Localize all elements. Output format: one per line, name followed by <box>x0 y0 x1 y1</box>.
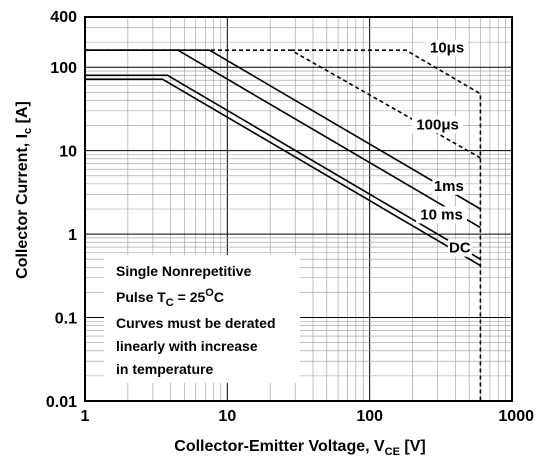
x-tick-label: 100 <box>356 408 383 425</box>
x-axis-label-sub: CE <box>385 446 400 458</box>
y-tick-label: 100 <box>50 60 77 77</box>
x-tick-label: 1000 <box>498 408 534 425</box>
y-axis-label-main: Collector Current, I <box>14 134 31 279</box>
annotation-line-1: Single Nonrepetitive <box>116 263 252 279</box>
plot-area-frame <box>84 16 513 402</box>
annotation-line-5: in temperature <box>116 361 213 377</box>
x-axis-label-unit: [V] <box>400 438 426 455</box>
y-axis-label: Collector Current, Ic [A] <box>14 101 34 279</box>
annotation-pulse-unit: C <box>214 289 224 305</box>
soa-curve-1 <box>290 49 482 401</box>
curve-label-background <box>447 239 472 257</box>
tick-labels: 1 10 100 1000 0.01 0.1 1 10 100 400 <box>46 9 534 425</box>
y-tick-label: 400 <box>50 9 77 26</box>
curve-labels: 10μs 100μs 1ms 10 ms DC <box>412 39 472 257</box>
y-tick-label: 10 <box>59 144 77 161</box>
annotation-line-4: linearly with increase <box>116 338 258 354</box>
soa-curve-5 <box>85 74 481 260</box>
x-tick-label: 10 <box>218 408 236 425</box>
soa-curve-4 <box>85 49 481 229</box>
y-tick-label: 1 <box>68 227 77 244</box>
curve-label-5: DC <box>449 240 471 257</box>
curve-label-background <box>416 206 468 224</box>
annotation-line-2: Pulse TC = 25OC <box>116 287 224 309</box>
y-tick-label: 0.1 <box>55 311 77 328</box>
y-tick-label: 0.01 <box>46 394 77 411</box>
x-axis-label-main: Collector-Emitter Voltage, V <box>174 438 385 455</box>
curve-label-3: 1ms <box>434 178 464 195</box>
annotation-pulse-eq: = 25 <box>174 289 206 305</box>
curve-label-background <box>412 116 464 134</box>
y-axis-label-unit: [A] <box>14 101 31 128</box>
curve-label-1: 10μs <box>430 40 464 57</box>
annotation-pulse-sub: C <box>166 297 174 309</box>
curve-label-background <box>432 177 466 195</box>
annotation-pulse-prefix: Pulse T <box>116 289 166 305</box>
x-tick-label: 1 <box>81 408 90 425</box>
annotation-line-3: Curves must be derated <box>116 315 276 331</box>
annotation-note: Single Nonrepetitive Pulse TC = 25OC Cur… <box>104 255 300 383</box>
annotation-pulse-sup: O <box>205 287 214 299</box>
soa-curve-6 <box>85 78 481 267</box>
annotation-note-background <box>104 255 300 383</box>
curve-label-4: 10 ms <box>420 206 463 223</box>
curve-label-background <box>426 39 469 57</box>
x-axis-label: Collector-Emitter Voltage, VCE [V] <box>174 438 425 458</box>
y-axis-label-sub: c <box>22 128 34 134</box>
curve-label-2: 100μs <box>416 116 459 133</box>
